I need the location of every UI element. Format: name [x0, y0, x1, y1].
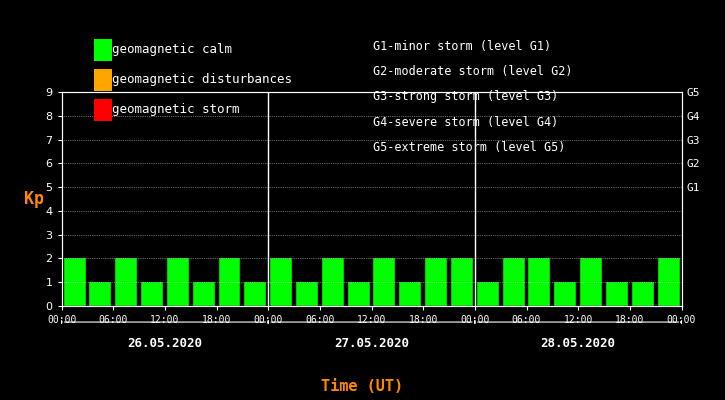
Bar: [399, 282, 421, 306]
Text: Time (UT): Time (UT): [321, 379, 404, 394]
Bar: [270, 258, 292, 306]
Text: G1-minor storm (level G1): G1-minor storm (level G1): [373, 40, 552, 53]
Bar: [348, 282, 370, 306]
Text: geomagnetic storm: geomagnetic storm: [112, 104, 240, 116]
Y-axis label: Kp: Kp: [25, 190, 44, 208]
Text: G3-strong storm (level G3): G3-strong storm (level G3): [373, 90, 559, 103]
Bar: [64, 258, 86, 306]
Bar: [425, 258, 447, 306]
Bar: [477, 282, 499, 306]
Bar: [141, 282, 163, 306]
Bar: [658, 258, 679, 306]
Bar: [606, 282, 628, 306]
Text: 28.05.2020: 28.05.2020: [541, 336, 616, 350]
Text: geomagnetic calm: geomagnetic calm: [112, 44, 233, 56]
Bar: [451, 258, 473, 306]
Text: G5-extreme storm (level G5): G5-extreme storm (level G5): [373, 141, 566, 154]
Bar: [89, 282, 112, 306]
Bar: [296, 282, 318, 306]
Bar: [631, 282, 654, 306]
Text: geomagnetic disturbances: geomagnetic disturbances: [112, 74, 292, 86]
Text: G4-severe storm (level G4): G4-severe storm (level G4): [373, 116, 559, 128]
Bar: [167, 258, 188, 306]
Bar: [244, 282, 266, 306]
Bar: [502, 258, 525, 306]
Bar: [580, 258, 602, 306]
Bar: [555, 282, 576, 306]
Text: 27.05.2020: 27.05.2020: [334, 336, 409, 350]
Bar: [115, 258, 137, 306]
Bar: [193, 282, 215, 306]
Bar: [373, 258, 395, 306]
Bar: [322, 258, 344, 306]
Bar: [218, 258, 241, 306]
Text: G2-moderate storm (level G2): G2-moderate storm (level G2): [373, 65, 573, 78]
Bar: [529, 258, 550, 306]
Text: 26.05.2020: 26.05.2020: [128, 336, 202, 350]
